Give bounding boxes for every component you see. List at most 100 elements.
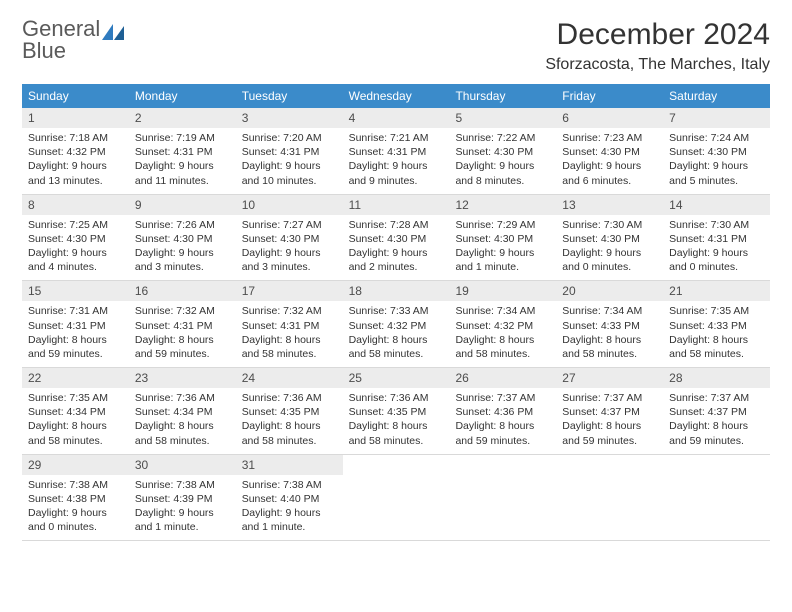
sunset-text: Sunset: 4:36 PM bbox=[455, 405, 550, 419]
dow-saturday: Saturday bbox=[663, 84, 770, 108]
day-number: 8 bbox=[22, 195, 129, 215]
day-body: Sunrise: 7:37 AMSunset: 4:37 PMDaylight:… bbox=[556, 388, 663, 448]
sunrise-text: Sunrise: 7:37 AM bbox=[455, 391, 550, 405]
day-number: 1 bbox=[22, 108, 129, 128]
day-body: Sunrise: 7:38 AMSunset: 4:39 PMDaylight:… bbox=[129, 475, 236, 535]
day-number: 26 bbox=[449, 368, 556, 388]
day-number: 10 bbox=[236, 195, 343, 215]
day-cell: 5Sunrise: 7:22 AMSunset: 4:30 PMDaylight… bbox=[449, 108, 556, 194]
daylight-text: Daylight: 9 hours and 0 minutes. bbox=[28, 506, 123, 534]
day-number: 5 bbox=[449, 108, 556, 128]
sunrise-text: Sunrise: 7:35 AM bbox=[28, 391, 123, 405]
day-number: 22 bbox=[22, 368, 129, 388]
day-cell: 18Sunrise: 7:33 AMSunset: 4:32 PMDayligh… bbox=[343, 281, 450, 367]
day-number: 14 bbox=[663, 195, 770, 215]
day-cell: 10Sunrise: 7:27 AMSunset: 4:30 PMDayligh… bbox=[236, 195, 343, 281]
sunset-text: Sunset: 4:33 PM bbox=[669, 319, 764, 333]
day-cell: 23Sunrise: 7:36 AMSunset: 4:34 PMDayligh… bbox=[129, 368, 236, 454]
day-number: 12 bbox=[449, 195, 556, 215]
location: Sforzacosta, The Marches, Italy bbox=[545, 56, 770, 74]
day-cell: 29Sunrise: 7:38 AMSunset: 4:38 PMDayligh… bbox=[22, 455, 129, 541]
sunset-text: Sunset: 4:35 PM bbox=[242, 405, 337, 419]
day-number: 29 bbox=[22, 455, 129, 475]
day-cell: 7Sunrise: 7:24 AMSunset: 4:30 PMDaylight… bbox=[663, 108, 770, 194]
day-number: 3 bbox=[236, 108, 343, 128]
sunset-text: Sunset: 4:30 PM bbox=[349, 232, 444, 246]
sunrise-text: Sunrise: 7:24 AM bbox=[669, 131, 764, 145]
daylight-text: Daylight: 9 hours and 3 minutes. bbox=[135, 246, 230, 274]
daylight-text: Daylight: 8 hours and 58 minutes. bbox=[242, 333, 337, 361]
day-body: Sunrise: 7:21 AMSunset: 4:31 PMDaylight:… bbox=[343, 128, 450, 188]
day-body: Sunrise: 7:25 AMSunset: 4:30 PMDaylight:… bbox=[22, 215, 129, 275]
sunset-text: Sunset: 4:31 PM bbox=[669, 232, 764, 246]
sunrise-text: Sunrise: 7:21 AM bbox=[349, 131, 444, 145]
day-cell: 31Sunrise: 7:38 AMSunset: 4:40 PMDayligh… bbox=[236, 455, 343, 541]
day-cell: 21Sunrise: 7:35 AMSunset: 4:33 PMDayligh… bbox=[663, 281, 770, 367]
day-body: Sunrise: 7:18 AMSunset: 4:32 PMDaylight:… bbox=[22, 128, 129, 188]
day-cell: 11Sunrise: 7:28 AMSunset: 4:30 PMDayligh… bbox=[343, 195, 450, 281]
day-body: Sunrise: 7:38 AMSunset: 4:38 PMDaylight:… bbox=[22, 475, 129, 535]
daylight-text: Daylight: 8 hours and 59 minutes. bbox=[562, 419, 657, 447]
daylight-text: Daylight: 9 hours and 1 minute. bbox=[242, 506, 337, 534]
day-number: 4 bbox=[343, 108, 450, 128]
day-body: Sunrise: 7:29 AMSunset: 4:30 PMDaylight:… bbox=[449, 215, 556, 275]
daylight-text: Daylight: 8 hours and 58 minutes. bbox=[562, 333, 657, 361]
day-body: Sunrise: 7:32 AMSunset: 4:31 PMDaylight:… bbox=[236, 301, 343, 361]
day-number: 19 bbox=[449, 281, 556, 301]
day-cell: 22Sunrise: 7:35 AMSunset: 4:34 PMDayligh… bbox=[22, 368, 129, 454]
sunrise-text: Sunrise: 7:37 AM bbox=[562, 391, 657, 405]
sunrise-text: Sunrise: 7:28 AM bbox=[349, 218, 444, 232]
day-number: 23 bbox=[129, 368, 236, 388]
day-body: Sunrise: 7:36 AMSunset: 4:34 PMDaylight:… bbox=[129, 388, 236, 448]
week-row: 29Sunrise: 7:38 AMSunset: 4:38 PMDayligh… bbox=[22, 455, 770, 542]
daylight-text: Daylight: 9 hours and 0 minutes. bbox=[669, 246, 764, 274]
sunset-text: Sunset: 4:39 PM bbox=[135, 492, 230, 506]
day-of-week-header: Sunday Monday Tuesday Wednesday Thursday… bbox=[22, 84, 770, 108]
sunset-text: Sunset: 4:30 PM bbox=[562, 145, 657, 159]
day-body: Sunrise: 7:34 AMSunset: 4:33 PMDaylight:… bbox=[556, 301, 663, 361]
daylight-text: Daylight: 9 hours and 10 minutes. bbox=[242, 159, 337, 187]
day-number: 6 bbox=[556, 108, 663, 128]
day-cell: 14Sunrise: 7:30 AMSunset: 4:31 PMDayligh… bbox=[663, 195, 770, 281]
dow-tuesday: Tuesday bbox=[236, 84, 343, 108]
day-number: 30 bbox=[129, 455, 236, 475]
day-cell: 17Sunrise: 7:32 AMSunset: 4:31 PMDayligh… bbox=[236, 281, 343, 367]
day-cell: 28Sunrise: 7:37 AMSunset: 4:37 PMDayligh… bbox=[663, 368, 770, 454]
day-number: 18 bbox=[343, 281, 450, 301]
daylight-text: Daylight: 8 hours and 59 minutes. bbox=[669, 419, 764, 447]
day-cell bbox=[449, 455, 556, 541]
sunset-text: Sunset: 4:30 PM bbox=[562, 232, 657, 246]
day-body: Sunrise: 7:35 AMSunset: 4:33 PMDaylight:… bbox=[663, 301, 770, 361]
day-number: 17 bbox=[236, 281, 343, 301]
sunset-text: Sunset: 4:30 PM bbox=[455, 145, 550, 159]
day-cell: 8Sunrise: 7:25 AMSunset: 4:30 PMDaylight… bbox=[22, 195, 129, 281]
day-body: Sunrise: 7:20 AMSunset: 4:31 PMDaylight:… bbox=[236, 128, 343, 188]
sunset-text: Sunset: 4:32 PM bbox=[349, 319, 444, 333]
sunrise-text: Sunrise: 7:34 AM bbox=[562, 304, 657, 318]
day-number: 9 bbox=[129, 195, 236, 215]
daylight-text: Daylight: 8 hours and 58 minutes. bbox=[242, 419, 337, 447]
dow-thursday: Thursday bbox=[449, 84, 556, 108]
day-number: 15 bbox=[22, 281, 129, 301]
day-body: Sunrise: 7:36 AMSunset: 4:35 PMDaylight:… bbox=[343, 388, 450, 448]
sunrise-text: Sunrise: 7:36 AM bbox=[135, 391, 230, 405]
sunrise-text: Sunrise: 7:19 AM bbox=[135, 131, 230, 145]
sunrise-text: Sunrise: 7:38 AM bbox=[28, 478, 123, 492]
sunset-text: Sunset: 4:38 PM bbox=[28, 492, 123, 506]
day-body: Sunrise: 7:38 AMSunset: 4:40 PMDaylight:… bbox=[236, 475, 343, 535]
daylight-text: Daylight: 9 hours and 4 minutes. bbox=[28, 246, 123, 274]
sunset-text: Sunset: 4:30 PM bbox=[455, 232, 550, 246]
week-row: 15Sunrise: 7:31 AMSunset: 4:31 PMDayligh… bbox=[22, 281, 770, 368]
day-body: Sunrise: 7:37 AMSunset: 4:37 PMDaylight:… bbox=[663, 388, 770, 448]
day-cell bbox=[556, 455, 663, 541]
sunset-text: Sunset: 4:30 PM bbox=[669, 145, 764, 159]
sunrise-text: Sunrise: 7:29 AM bbox=[455, 218, 550, 232]
day-cell: 2Sunrise: 7:19 AMSunset: 4:31 PMDaylight… bbox=[129, 108, 236, 194]
calendar-grid: Sunday Monday Tuesday Wednesday Thursday… bbox=[22, 84, 770, 541]
sunrise-text: Sunrise: 7:31 AM bbox=[28, 304, 123, 318]
daylight-text: Daylight: 9 hours and 1 minute. bbox=[135, 506, 230, 534]
day-cell: 16Sunrise: 7:32 AMSunset: 4:31 PMDayligh… bbox=[129, 281, 236, 367]
day-cell: 25Sunrise: 7:36 AMSunset: 4:35 PMDayligh… bbox=[343, 368, 450, 454]
day-body: Sunrise: 7:36 AMSunset: 4:35 PMDaylight:… bbox=[236, 388, 343, 448]
day-body: Sunrise: 7:30 AMSunset: 4:31 PMDaylight:… bbox=[663, 215, 770, 275]
